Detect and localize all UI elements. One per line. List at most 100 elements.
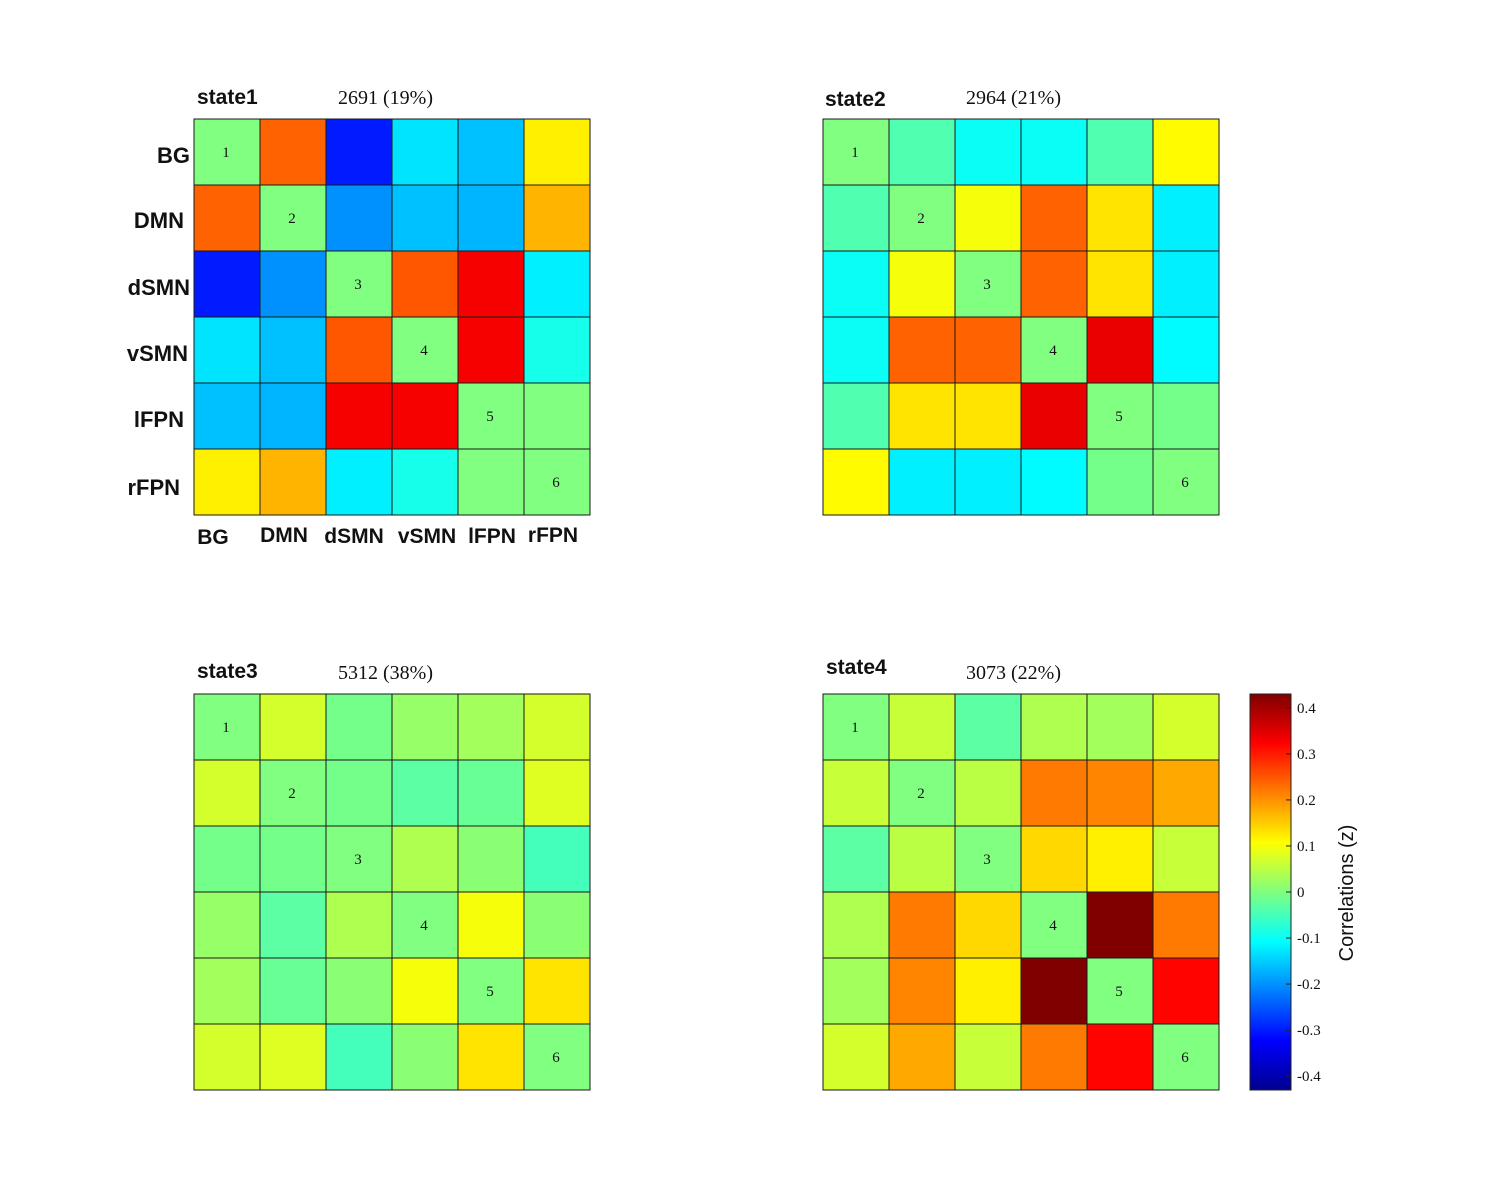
heatmap-cell: [193, 184, 261, 252]
heatmap-cell: [457, 693, 525, 761]
heatmap-cell: [523, 250, 591, 318]
heatmap-cell: [325, 250, 393, 318]
heatmap-cell: [391, 957, 459, 1025]
heatmap-cell: [888, 759, 956, 827]
colorbar-gradient: [1249, 693, 1292, 1091]
row-label: rFPN: [127, 475, 180, 500]
heatmap-cell: [325, 382, 393, 450]
heatmap-cell: [1020, 382, 1088, 450]
heatmap-cell: [1086, 957, 1154, 1025]
heatmap-cell: [325, 1023, 393, 1091]
heatmap-cell: [888, 250, 956, 318]
heatmap-cell: [193, 891, 261, 959]
colorbar-tick-label: -0.1: [1297, 931, 1321, 947]
heatmap-cell: [954, 448, 1022, 516]
diagonal-label: 3: [983, 852, 991, 868]
column-label: rFPN: [528, 524, 578, 547]
heatmap-cell: [822, 1023, 890, 1091]
heatmap-cell: [391, 825, 459, 893]
heatmap-cell: [259, 448, 327, 516]
heatmap-cell: [523, 316, 591, 384]
heatmap-cell: [1152, 693, 1220, 761]
column-label: DMN: [260, 524, 308, 547]
heatmap-cell: [1152, 759, 1220, 827]
heatmap-cell: [888, 184, 956, 252]
heatmap-cell: [391, 448, 459, 516]
diagonal-label: 4: [420, 343, 428, 359]
heatmap-cell: [457, 1023, 525, 1091]
heatmap-cell: [1152, 118, 1220, 186]
heatmap-cell: [1086, 693, 1154, 761]
heatmap-cell: [193, 825, 261, 893]
column-label: BG: [197, 526, 229, 549]
heatmap-cell: [523, 891, 591, 959]
panel-count-label: 3073 (22%): [966, 662, 1061, 684]
heatmap-cell: [1020, 250, 1088, 318]
heatmap-cell: [325, 891, 393, 959]
colorbar-label: Correlations (z): [1336, 825, 1358, 962]
heatmap-cell: [888, 448, 956, 516]
heatmap-cell: [954, 1023, 1022, 1091]
colorbar-tick-label: -0.3: [1297, 1023, 1321, 1039]
heatmap-cell: [1152, 1023, 1220, 1091]
heatmap-cell: [391, 693, 459, 761]
heatmap-cell: [259, 316, 327, 384]
heatmap-cell: [1152, 825, 1220, 893]
heatmap-cell: [523, 693, 591, 761]
heatmap-cell: [457, 759, 525, 827]
heatmap-cell: [523, 382, 591, 450]
heatmap-cell: [1020, 118, 1088, 186]
heatmap-cell: [259, 825, 327, 893]
heatmap-cell: [193, 118, 261, 186]
heatmap-cell: [391, 118, 459, 186]
heatmap-cell: [822, 693, 890, 761]
panel-title: state3: [197, 660, 258, 683]
heatmap-cell: [193, 957, 261, 1025]
heatmap-cell: [193, 250, 261, 318]
panel-title: state2: [825, 88, 886, 111]
heatmap-cell: [457, 891, 525, 959]
heatmap-cell: [954, 891, 1022, 959]
heatmap-cell: [1152, 448, 1220, 516]
heatmap-cell: [822, 250, 890, 318]
heatmap-cell: [325, 759, 393, 827]
colorbar-tick-label: 0.3: [1297, 747, 1316, 763]
heatmap-state1: 1 2 3 4 5 6 state1 2691 (19%): [193, 86, 591, 516]
colorbar-tick-label: 0: [1297, 885, 1305, 901]
diagonal-label: 4: [1049, 343, 1057, 359]
heatmap-cell: [523, 759, 591, 827]
heatmap-cell: [259, 693, 327, 761]
heatmap-panels: 1 2 3 4 5 6 state1 2691 (19%) 1 2 3 4 5 6 state2 2964 (…: [193, 86, 1220, 1091]
diagonal-label: 4: [420, 918, 428, 934]
heatmap-cell: [888, 118, 956, 186]
colorbar-tick-label: 0.4: [1297, 701, 1316, 717]
heatmap-cell: [1020, 957, 1088, 1025]
heatmap-cell: [822, 957, 890, 1025]
heatmap-cell: [259, 382, 327, 450]
panel-count-label: 2964 (21%): [966, 87, 1061, 109]
heatmap-cell: [1152, 891, 1220, 959]
heatmap-cell: [523, 1023, 591, 1091]
heatmap-cell: [391, 891, 459, 959]
colorbar-tick-label: 0.1: [1297, 839, 1316, 855]
heatmap-cell: [888, 316, 956, 384]
panel-title: state4: [826, 656, 887, 679]
heatmap-cell: [1086, 759, 1154, 827]
row-label: BG: [157, 143, 190, 168]
heatmap-cell: [457, 184, 525, 252]
heatmap-cell: [325, 184, 393, 252]
row-labels: BG DMN dSMN vSMN lFPN rFPN: [127, 143, 190, 500]
heatmap-cell: [954, 316, 1022, 384]
heatmap-state3: 1 2 3 4 5 6 state3 5312 (38%): [193, 660, 591, 1091]
heatmap-cell: [1152, 316, 1220, 384]
panel-title: state1: [197, 86, 258, 109]
heatmap-cell: [888, 1023, 956, 1091]
heatmap-cell: [888, 957, 956, 1025]
heatmap-cell: [1086, 184, 1154, 252]
diagonal-label: 1: [851, 720, 859, 736]
heatmap-cell: [954, 382, 1022, 450]
heatmap-cell: [325, 693, 393, 761]
heatmap-cell: [193, 448, 261, 516]
row-label: lFPN: [134, 407, 184, 432]
